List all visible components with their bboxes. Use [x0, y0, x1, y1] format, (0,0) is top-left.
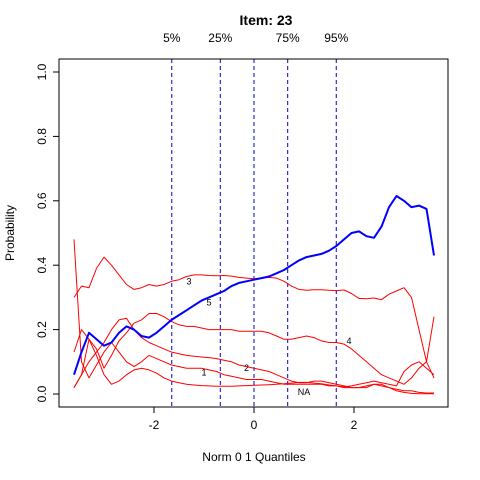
curve-label: 3 — [186, 277, 191, 287]
series-group — [73, 195, 435, 395]
x-axis-label: Norm 0 1 Quantiles — [202, 450, 305, 464]
curve-label: 5 — [206, 297, 211, 307]
quantile-lines — [171, 59, 337, 407]
quantile-label: 95% — [324, 31, 348, 45]
item-curve — [73, 195, 435, 376]
curve-label: 2 — [244, 363, 249, 373]
option-curve — [73, 338, 435, 388]
quantile-label: 5% — [163, 31, 181, 45]
y-tick-label: 1.0 — [35, 63, 49, 80]
y-tick-label: 0.6 — [35, 192, 49, 209]
y-tick-label: 0.8 — [35, 128, 49, 145]
quantile-labels: 5% 25% 75% 95% — [163, 31, 349, 45]
option-curve — [73, 313, 435, 385]
chart-title: Item: 23 — [240, 12, 293, 28]
annotations: 3 5 4 1 2 NA — [186, 277, 351, 397]
y-tick-label: 0.0 — [35, 385, 49, 402]
y-axis: 0.0 0.2 0.4 0.6 0.8 1.0 — [35, 63, 59, 402]
curve-label: NA — [298, 387, 311, 397]
quantile-label: 75% — [276, 31, 300, 45]
curve-label: 1 — [201, 367, 206, 377]
x-tick-label: -2 — [149, 418, 160, 432]
y-tick-label: 0.2 — [35, 321, 49, 338]
x-tick-label: 0 — [251, 418, 258, 432]
x-tick-label: 2 — [351, 418, 358, 432]
curve-label: 4 — [346, 336, 351, 346]
x-axis: -2 0 2 — [149, 407, 358, 432]
option-curve — [73, 256, 435, 379]
y-axis-label: Probability — [3, 205, 17, 261]
y-tick-label: 0.4 — [35, 257, 49, 274]
quantile-label: 25% — [208, 31, 232, 45]
